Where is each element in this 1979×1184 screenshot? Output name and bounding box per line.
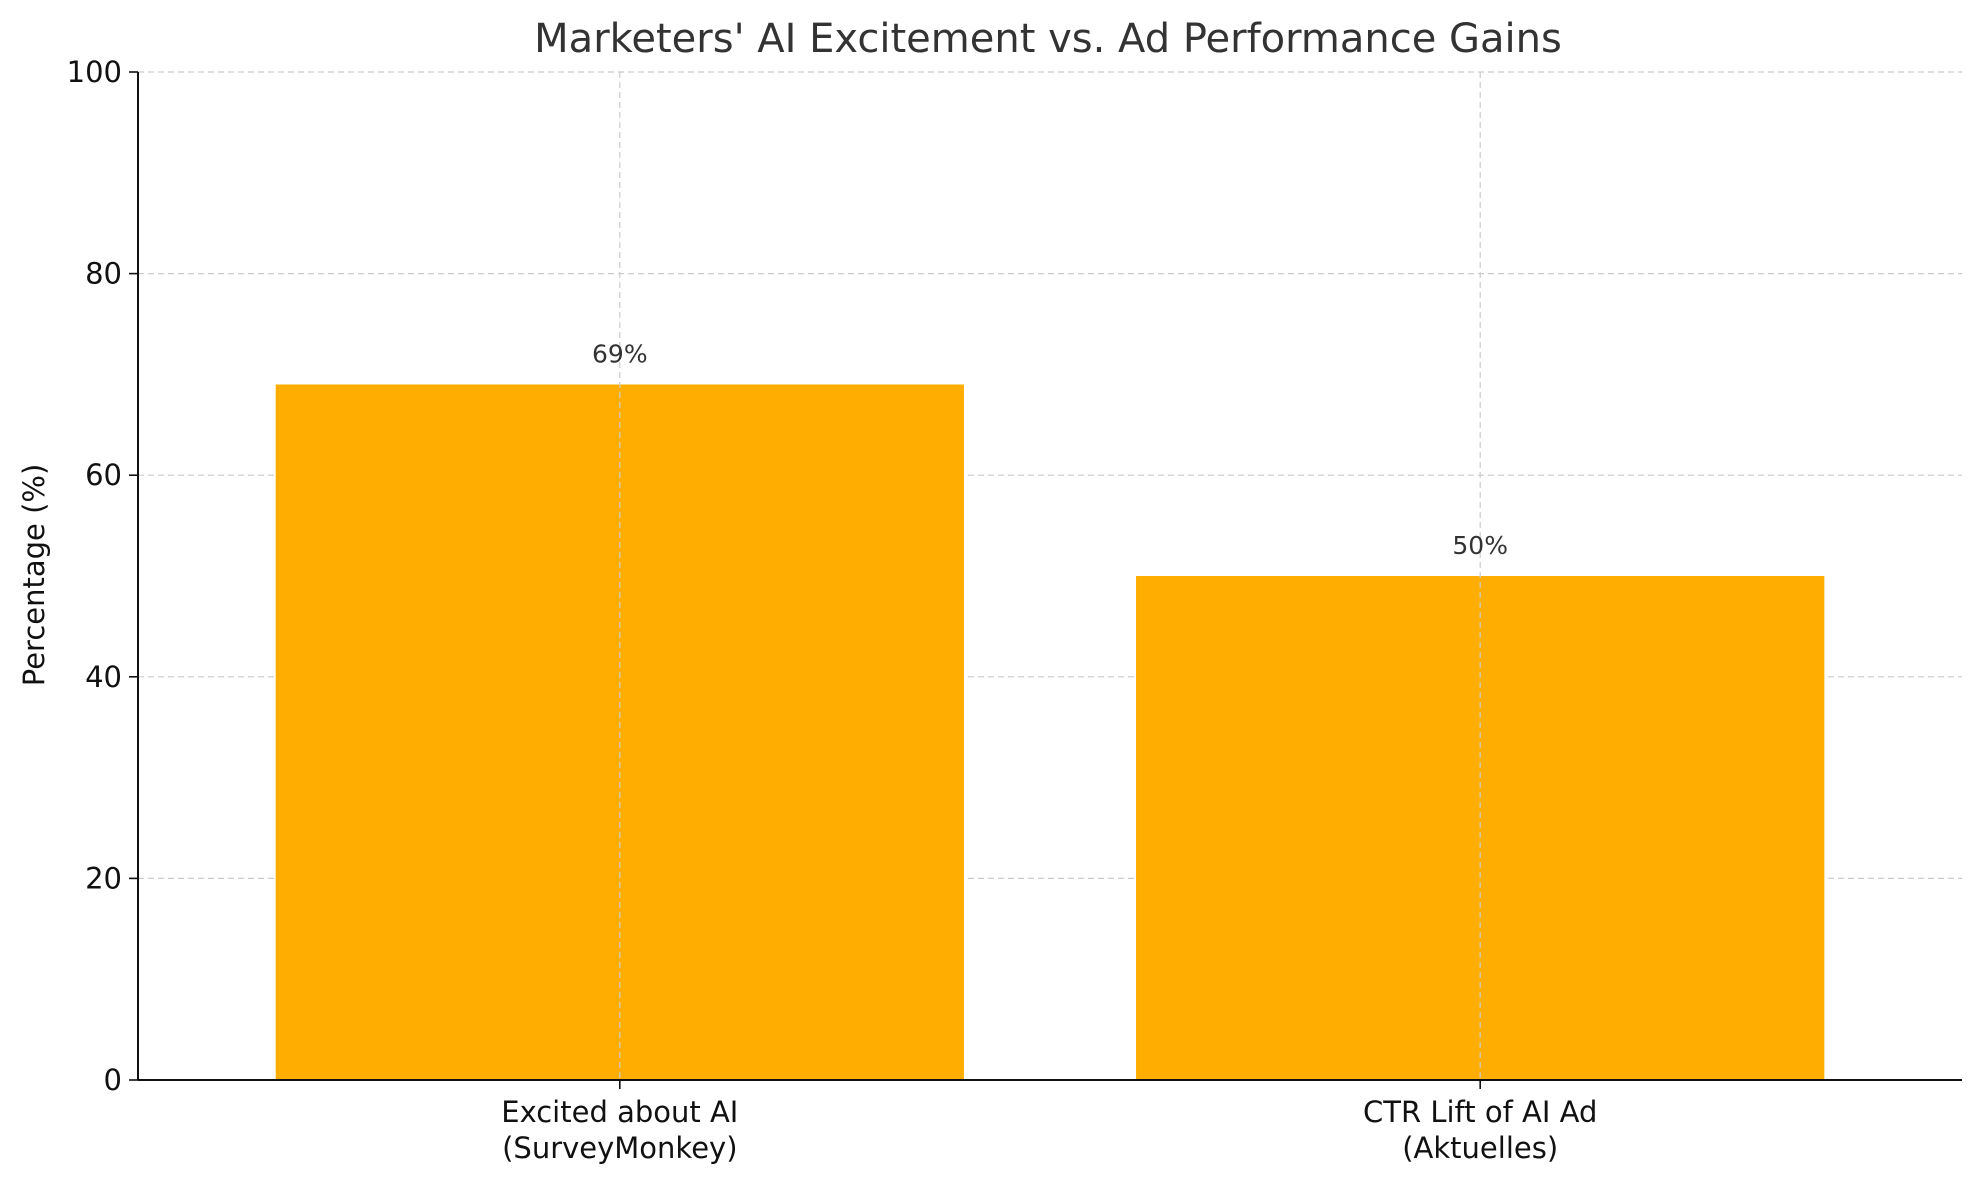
x-tick-label: Excited about AI (SurveyMonkey) (501, 1095, 738, 1165)
x-tick-label-line: Excited about AI (501, 1095, 738, 1129)
axes-layer (129, 71, 1962, 1089)
x-tick-label: CTR Lift of AI Ad (Aktuelles) (1363, 1095, 1597, 1165)
x-tick-label-line: (Aktuelles) (1402, 1131, 1558, 1165)
y-tick-label: 60 (85, 458, 122, 492)
text-layer: Marketers' AI Excitement vs. Ad Performa… (17, 16, 1597, 1165)
data-label: 50% (1452, 531, 1508, 560)
x-tick-label-line: (SurveyMonkey) (502, 1131, 737, 1165)
x-tick-label-line: CTR Lift of AI Ad (1363, 1095, 1597, 1129)
y-tick-label: 80 (85, 257, 122, 291)
y-axis-label: Percentage (%) (17, 464, 51, 687)
bar-layer (275, 72, 1825, 1081)
y-tick-label: 0 (104, 1063, 122, 1097)
y-tick-label: 40 (85, 660, 122, 694)
chart-title: Marketers' AI Excitement vs. Ad Performa… (534, 16, 1562, 62)
data-label: 69% (592, 339, 648, 368)
y-tick-label: 20 (85, 861, 122, 895)
y-tick-label: 100 (67, 55, 122, 89)
